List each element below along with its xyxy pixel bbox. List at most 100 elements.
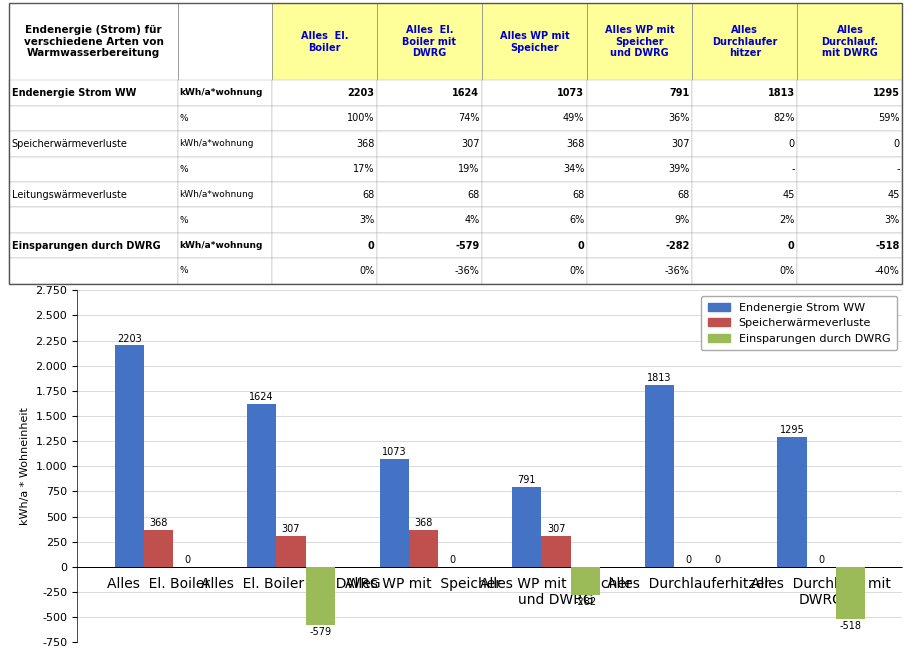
Text: 0: 0 [893, 139, 900, 149]
Text: 791: 791 [669, 88, 689, 98]
Text: kWh/a*wohnung: kWh/a*wohnung [180, 139, 254, 149]
Text: 34%: 34% [563, 165, 584, 174]
Text: -: - [791, 165, 795, 174]
Text: -36%: -36% [665, 266, 689, 276]
Text: 0: 0 [686, 555, 692, 565]
Text: 307: 307 [461, 139, 479, 149]
Text: 368: 368 [414, 518, 433, 528]
Text: 307: 307 [671, 139, 689, 149]
Text: 2203: 2203 [117, 334, 141, 344]
Text: 0: 0 [715, 555, 721, 565]
Bar [306, 567, 335, 625]
Bar [512, 487, 541, 567]
Text: 1624: 1624 [249, 392, 274, 402]
Y-axis label: kWh/a * Wohneinheit: kWh/a * Wohneinheit [20, 407, 30, 525]
Text: 59%: 59% [878, 114, 900, 123]
Text: -282: -282 [574, 597, 596, 607]
Bar [144, 530, 173, 567]
Text: Endenergie Strom WW: Endenergie Strom WW [12, 88, 136, 98]
Text: 0%: 0% [359, 266, 375, 276]
Text: 2203: 2203 [347, 88, 375, 98]
Text: 0: 0 [367, 241, 375, 250]
Text: Einsparungen durch DWRG: Einsparungen durch DWRG [12, 241, 161, 250]
Text: Leitungswärmeverluste: Leitungswärmeverluste [12, 190, 127, 199]
Text: 39%: 39% [668, 165, 689, 174]
Text: 19%: 19% [458, 165, 479, 174]
Bar [541, 536, 571, 567]
Text: Alles WP mit
Speicher
und DWRG: Alles WP mit Speicher und DWRG [605, 25, 675, 58]
Text: -36%: -36% [454, 266, 479, 276]
Bar [380, 459, 409, 567]
Text: -: - [896, 165, 900, 174]
Text: 1295: 1295 [780, 425, 805, 435]
Text: %: % [180, 165, 188, 174]
Bar [248, 403, 277, 567]
Text: Alles  El.
Boiler: Alles El. Boiler [300, 31, 348, 53]
Text: 2%: 2% [779, 215, 795, 225]
Text: kWh/a*wohnung: kWh/a*wohnung [180, 190, 254, 199]
Text: Speicherwärmeverluste: Speicherwärmeverluste [12, 139, 128, 149]
Text: 45: 45 [782, 190, 795, 199]
Text: 74%: 74% [458, 114, 479, 123]
Text: %: % [180, 114, 188, 123]
Text: 0: 0 [450, 555, 455, 565]
Text: 0: 0 [818, 555, 824, 565]
Text: kWh/a*wohnung: kWh/a*wohnung [180, 241, 263, 250]
Bar [114, 345, 144, 567]
Text: Alles
Durchlaufer
hitzer: Alles Durchlaufer hitzer [712, 25, 777, 58]
Text: -282: -282 [665, 241, 689, 250]
Bar [835, 567, 865, 619]
Text: 0: 0 [788, 241, 795, 250]
Text: 0%: 0% [779, 266, 795, 276]
Bar [777, 437, 806, 567]
Text: 1813: 1813 [648, 373, 672, 383]
Bar [645, 385, 674, 567]
Text: 68: 68 [678, 190, 689, 199]
Text: 68: 68 [467, 190, 479, 199]
Text: 368: 368 [566, 139, 584, 149]
Text: 9%: 9% [674, 215, 689, 225]
Text: 0: 0 [788, 139, 795, 149]
Text: 1295: 1295 [873, 88, 900, 98]
Text: 368: 368 [356, 139, 375, 149]
Text: 6%: 6% [570, 215, 584, 225]
Text: -40%: -40% [875, 266, 900, 276]
Text: 49%: 49% [563, 114, 584, 123]
Bar [277, 536, 306, 567]
Legend: Endenergie Strom WW, Speicherwärmeverluste, Einsparungen durch DWRG: Endenergie Strom WW, Speicherwärmeverlus… [701, 296, 897, 351]
Text: 1073: 1073 [382, 447, 406, 457]
Text: 0%: 0% [570, 266, 584, 276]
Text: %: % [180, 215, 188, 225]
Text: 45: 45 [887, 190, 900, 199]
Text: -579: -579 [455, 241, 479, 250]
Text: 307: 307 [547, 524, 565, 534]
Text: 0: 0 [578, 241, 584, 250]
Text: 4%: 4% [464, 215, 479, 225]
Text: 68: 68 [572, 190, 584, 199]
Text: Alles  El.
Boiler mit
DWRG: Alles El. Boiler mit DWRG [403, 25, 456, 58]
Bar [409, 530, 438, 567]
Text: 1073: 1073 [558, 88, 584, 98]
Text: 1624: 1624 [453, 88, 479, 98]
Text: -518: -518 [875, 241, 900, 250]
Text: 0: 0 [184, 555, 190, 565]
Text: -518: -518 [839, 621, 862, 631]
Text: kWh/a*wohnung: kWh/a*wohnung [180, 88, 263, 98]
Bar [571, 567, 600, 595]
Text: 17%: 17% [353, 165, 375, 174]
Text: 3%: 3% [884, 215, 900, 225]
Text: 368: 368 [149, 518, 168, 528]
Text: %: % [180, 266, 188, 276]
Text: 1813: 1813 [767, 88, 795, 98]
Text: Endenergie (Strom) für
verschiedene Arten von
Warmwasserbereitung: Endenergie (Strom) für verschiedene Arte… [24, 25, 163, 58]
Text: 3%: 3% [359, 215, 375, 225]
Text: 68: 68 [362, 190, 375, 199]
Text: 791: 791 [518, 476, 536, 486]
Text: 36%: 36% [668, 114, 689, 123]
Text: 100%: 100% [346, 114, 375, 123]
Text: 82%: 82% [773, 114, 795, 123]
Text: Alles WP mit
Speicher: Alles WP mit Speicher [500, 31, 570, 53]
Text: -579: -579 [309, 627, 331, 637]
Text: 307: 307 [282, 524, 300, 534]
Text: Alles
Durchlauf.
mit DWRG: Alles Durchlauf. mit DWRG [822, 25, 879, 58]
